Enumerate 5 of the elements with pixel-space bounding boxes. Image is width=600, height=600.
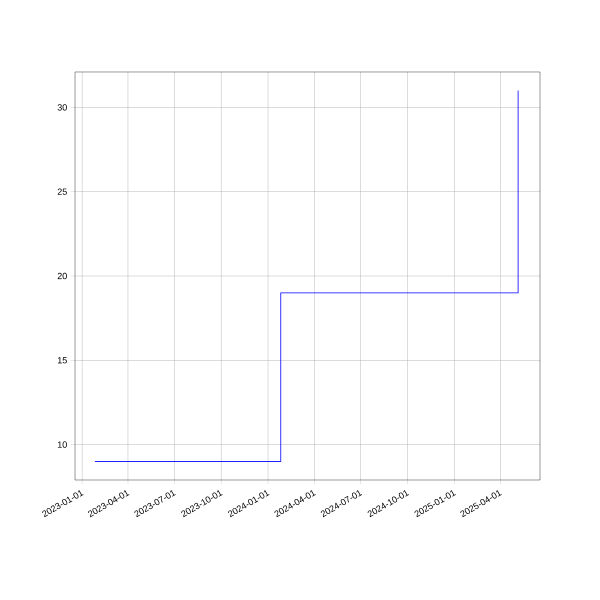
y-tick-label: 10 — [58, 441, 67, 448]
y-tick-label: 20 — [58, 272, 67, 280]
y-tick-label: 25 — [58, 188, 67, 195]
y-tick-label: 15 — [58, 357, 67, 364]
y-tick-label: 30 — [58, 104, 67, 111]
